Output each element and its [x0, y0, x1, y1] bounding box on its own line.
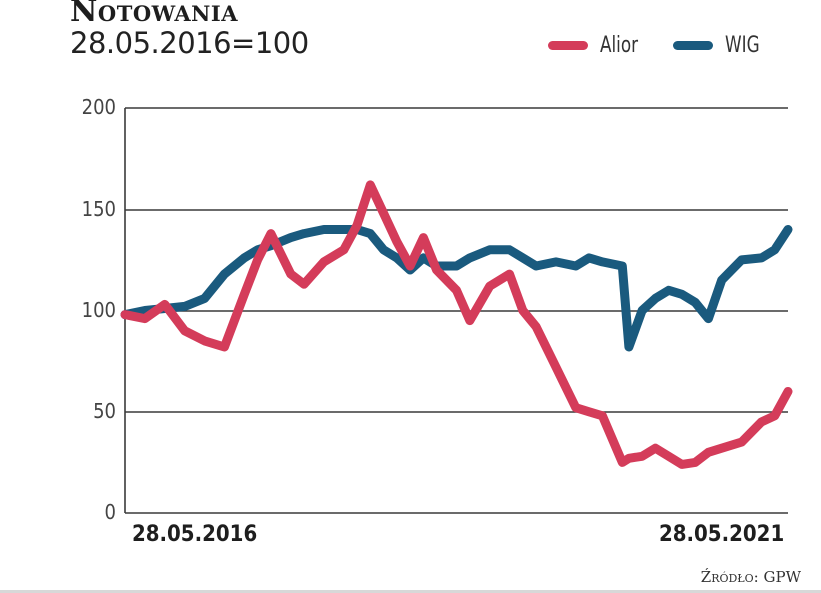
- bottom-divider: [0, 590, 821, 593]
- legend-item-alior: Alior: [548, 33, 645, 58]
- legend-swatch-wig: [672, 41, 713, 50]
- y-tick-0: 0: [104, 500, 116, 524]
- legend-label: WIG: [724, 33, 760, 58]
- y-tick-100: 100: [81, 298, 116, 322]
- x-label-start: 28.05.2016: [131, 522, 258, 547]
- legend: Alior WIG: [548, 33, 794, 58]
- legend-label: Alior: [600, 33, 639, 58]
- line-alior: [120, 180, 793, 469]
- y-tick-50: 50: [93, 399, 116, 423]
- x-label-end: 28.05.2021: [658, 522, 785, 547]
- legend-item-wig: WIG: [672, 33, 766, 58]
- legend-swatch-alior: [548, 41, 588, 50]
- source-note: Źródło: GPW: [700, 568, 801, 586]
- y-tick-200: 200: [81, 95, 116, 119]
- line-wig: [120, 225, 793, 352]
- chart-title: Notowania: [70, 0, 238, 29]
- gridlines: [124, 107, 788, 514]
- y-tick-150: 150: [81, 197, 116, 221]
- chart-subtitle: 28.05.2016=100: [70, 26, 309, 60]
